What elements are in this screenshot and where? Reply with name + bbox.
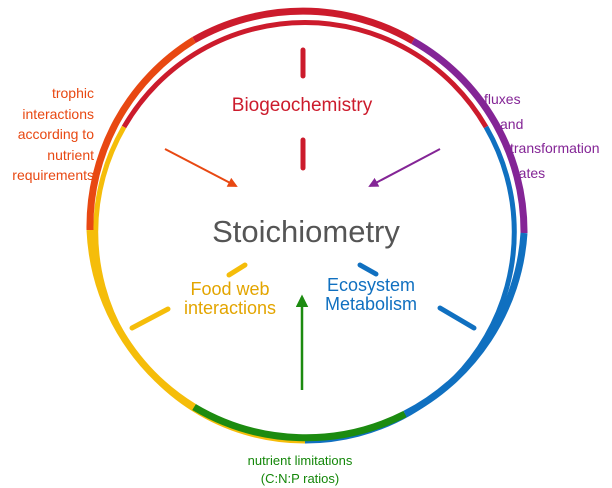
arrow-orange [164, 148, 238, 187]
spoke-yellow-inner [226, 262, 248, 278]
annotation-fluxes-line: rates [514, 164, 546, 181]
topic-food-web: Food web interactions [160, 280, 300, 318]
topic-biogeochemistry: Biogeochemistry [231, 95, 373, 116]
spoke-blue-outer [437, 305, 477, 331]
topic-ecosystem: Ecosystem Metabolism [316, 276, 426, 314]
topic-food-web-line: Food web [190, 279, 270, 299]
outer-arc-orange [86, 37, 196, 231]
inner-arc-red [121, 20, 489, 129]
annotation-trophic-line: according to [17, 126, 94, 142]
spoke-yellow-outer [129, 306, 171, 331]
annotation-fluxes-line: fluxes [484, 91, 521, 107]
annotation-fluxes: fluxes and transformation rates [484, 87, 599, 185]
annotation-trophic-line: nutrient [47, 146, 94, 163]
annotation-trophic-line: interactions [22, 105, 94, 122]
annotation-fluxes-line: transformation [510, 140, 600, 156]
arrow-purple [368, 148, 441, 187]
annotation-nutrient-line: nutrient limitations [247, 453, 353, 468]
topic-ecosystem-line: Ecosystem [326, 275, 416, 295]
topic-food-web-line: interactions [183, 298, 277, 318]
annotation-trophic-line: requirements [12, 167, 94, 183]
spoke-blue-inner [357, 262, 379, 277]
center-title: Stoichiometry [212, 214, 400, 249]
annotation-trophic-line: trophic [51, 85, 94, 101]
annotation-nutrient-line: (C:N:P ratios) [260, 471, 340, 486]
annotation-fluxes-line: and [500, 115, 524, 132]
annotation-nutrient: nutrient limitations (C:N:P ratios) [0, 452, 600, 488]
outer-arc-red [192, 7, 415, 45]
topic-ecosystem-line: Metabolism [324, 294, 418, 314]
annotation-trophic: trophic interactions according to nutrie… [12, 83, 94, 186]
outer-arc-blue [403, 232, 528, 418]
outer-arc-yellow [86, 229, 196, 410]
outer-arc-purple [411, 37, 528, 234]
outer-arc-green [192, 403, 407, 442]
